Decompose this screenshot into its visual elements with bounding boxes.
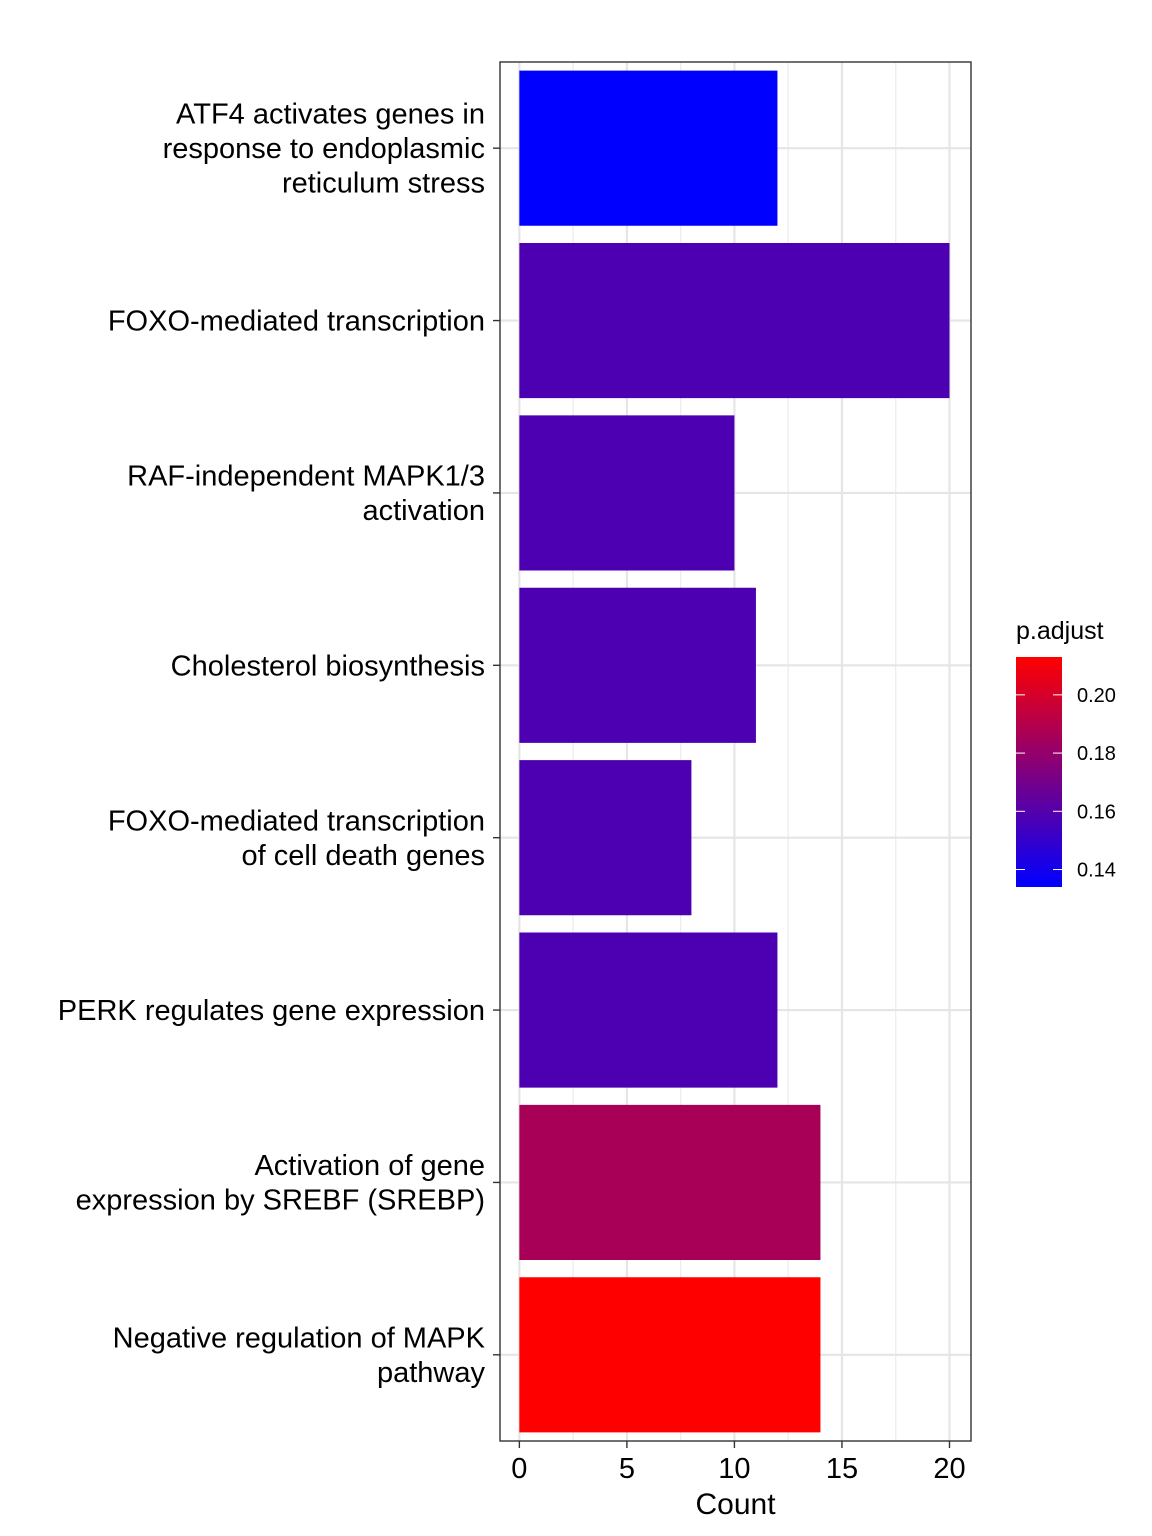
y-tick-label: Cholesterol biosynthesis <box>171 650 485 682</box>
x-tick-label: 0 <box>511 1453 527 1485</box>
legend-tick-label: 0.18 <box>1077 743 1116 765</box>
legend-tick-label: 0.20 <box>1077 685 1116 707</box>
y-tick-label-line: Negative regulation of MAPK <box>113 1323 486 1355</box>
y-tick-label: Activation of gene expression by SREBF (S… <box>76 1150 485 1217</box>
y-tick-label-line: expression by SREBF (SREBP) <box>76 1185 485 1217</box>
legend-ticks: 0.14 0.16 0.18 0.20 <box>1016 685 1116 882</box>
color-legend: p.adjust 0.14 0.16 0.18 0.20 <box>1016 617 1116 887</box>
y-tick-label-line: activation <box>362 495 485 527</box>
bar <box>519 242 950 399</box>
y-tick-label: ATF4 activates genes in response to endop… <box>163 99 485 200</box>
bar <box>519 1277 821 1433</box>
y-tick-label-line: of cell death genes <box>242 840 485 872</box>
y-tick-label-line: reticulum stress <box>282 168 485 200</box>
x-axis-title: Count <box>695 1488 776 1521</box>
x-tick-label: 20 <box>933 1453 965 1485</box>
x-tick-label: 10 <box>718 1453 750 1485</box>
plot-border <box>499 61 972 1442</box>
bar <box>519 1104 821 1261</box>
x-tick-label: 5 <box>619 1453 635 1485</box>
bar <box>519 415 735 571</box>
y-tick-label: FOXO-mediated transcription <box>108 306 485 338</box>
bars <box>519 70 950 1433</box>
y-tick-label-line: ATF4 activates genes in <box>176 99 485 131</box>
y-tick-label: FOXO-mediated transcription of cell death… <box>108 805 485 872</box>
x-axis: 0 5 10 15 20 <box>511 1441 966 1485</box>
y-tick-label: RAF-independent MAPK1/3 activation <box>127 461 485 528</box>
y-tick-label-line: FOXO-mediated transcription <box>108 805 485 837</box>
bar <box>519 70 778 226</box>
x-tick-label: 15 <box>826 1453 858 1485</box>
bar <box>519 932 778 1088</box>
legend-title: p.adjust <box>1016 617 1104 645</box>
bar <box>519 587 756 743</box>
y-tick-label: Negative regulation of MAPK pathway <box>113 1323 486 1390</box>
y-tick-label-line: Activation of gene <box>254 1150 485 1182</box>
y-tick-label-line: Cholesterol biosynthesis <box>171 650 485 682</box>
y-tick-label-line: pathway <box>377 1357 486 1389</box>
legend-tick-label: 0.14 <box>1077 860 1116 882</box>
y-tick-label-line: PERK regulates gene expression <box>58 995 485 1027</box>
bar <box>519 760 692 916</box>
y-tick-label-line: FOXO-mediated transcription <box>108 306 485 338</box>
y-tick-label: PERK regulates gene expression <box>58 995 485 1027</box>
legend-colorbar <box>1016 657 1062 887</box>
y-axis: ATF4 activates genes in response to endop… <box>58 99 500 1389</box>
y-tick-label-line: response to endoplasmic <box>163 133 485 165</box>
legend-tick-label: 0.16 <box>1077 801 1116 823</box>
y-tick-label-line: RAF-independent MAPK1/3 <box>127 461 485 493</box>
